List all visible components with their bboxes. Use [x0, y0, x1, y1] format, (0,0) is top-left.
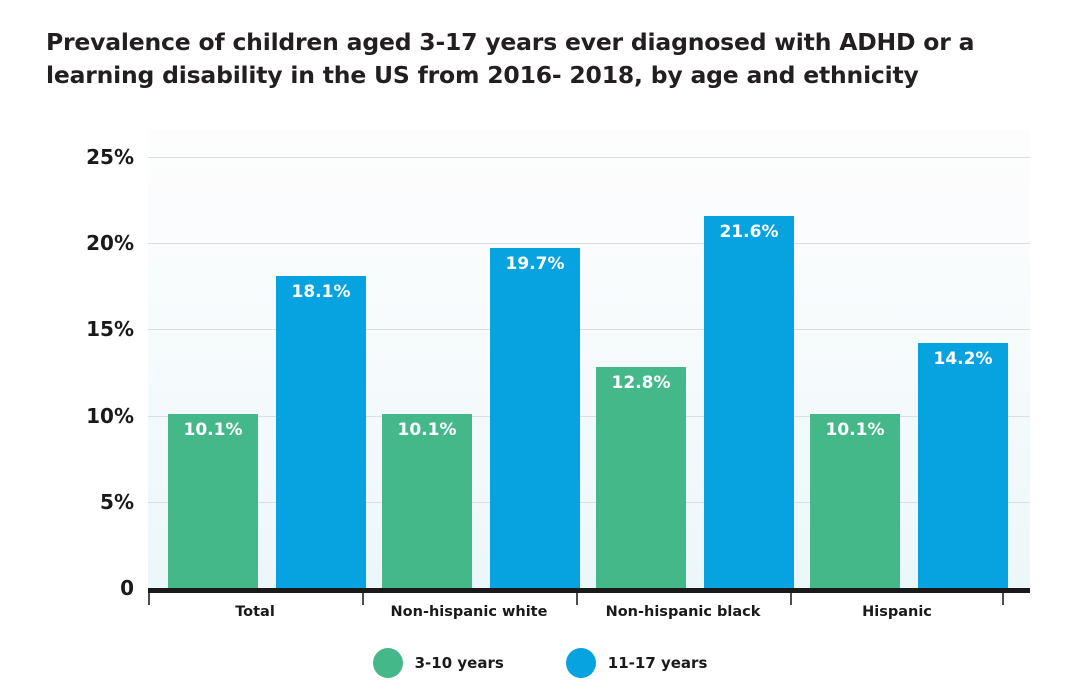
gridline-25	[148, 157, 1030, 158]
x-axis-category-label: Non-hispanic white	[390, 604, 548, 620]
bar[interactable]: 14.2%	[918, 343, 1008, 588]
bar-value-label: 10.1%	[183, 419, 243, 440]
bar[interactable]: 10.1%	[382, 413, 472, 588]
x-axis-tick	[576, 593, 578, 605]
gridline-15	[148, 329, 1030, 331]
bar-value-label: 21.6%	[719, 221, 779, 242]
bar[interactable]: 12.8%	[596, 367, 686, 588]
page-title-line-2: learning disability in the US from 2016-…	[46, 61, 919, 90]
bar-value-label: 10.1%	[825, 419, 885, 440]
bar-value-label: 18.1%	[291, 281, 351, 302]
y-axis-tick-label: 5%	[100, 489, 134, 514]
legend-swatch-circle-icon	[565, 648, 596, 678]
bar-value-label: 14.2%	[933, 349, 993, 370]
bar[interactable]: 10.1%	[810, 413, 900, 588]
plot-area: 10.1% 18.1% 10.1% 19.7% 12.8% 21.6% 10.1% 14.2%	[148, 130, 1030, 588]
x-axis-category-label: Hispanic	[862, 604, 932, 620]
y-axis-tick-label: 25%	[86, 145, 134, 169]
y-axis-tick-label: 20%	[86, 231, 134, 256]
gridline-10	[148, 415, 1030, 417]
x-axis-tick	[790, 593, 792, 605]
legend-item[interactable]: 3-10 years	[372, 648, 504, 678]
x-axis-tick	[1002, 593, 1004, 605]
x-axis-category-label: Total	[235, 604, 275, 620]
x-axis-category-label: Non-hispanic black	[605, 604, 761, 620]
bar[interactable]: 19.7%	[490, 248, 580, 588]
x-axis-line	[148, 588, 1030, 593]
bar-value-label: 12.8%	[611, 373, 671, 394]
x-axis-tick	[148, 593, 150, 605]
y-axis: 0 5% 10% 15% 20% 25%	[28, 0, 134, 700]
bar[interactable]: 21.6%	[704, 215, 794, 588]
bar-value-label: 19.7%	[505, 254, 565, 275]
x-axis-tick	[362, 593, 364, 605]
y-axis-tick-label: 10%	[86, 403, 134, 428]
bar[interactable]: 18.1%	[276, 275, 366, 588]
legend-label: 3-10 years	[414, 654, 504, 672]
legend-label: 11-17 years	[607, 654, 708, 672]
legend-item[interactable]: 11-17 years	[565, 648, 708, 678]
chart-legend: 3-10 years 11-17 years	[0, 648, 1080, 678]
bar[interactable]: 10.1%	[168, 413, 258, 588]
legend-swatch-circle-icon	[372, 648, 403, 678]
bar-value-label: 10.1%	[397, 419, 457, 440]
page-title-line-1: Prevalence of children aged 3-17 years e…	[46, 28, 975, 56]
gridline-5	[148, 501, 1030, 503]
page-title: Prevalence of children aged 3-17 years e…	[46, 26, 1006, 93]
y-axis-tick-label: 15%	[86, 317, 134, 342]
y-axis-tick-label: 0	[120, 576, 134, 600]
gridline-20	[148, 243, 1030, 245]
